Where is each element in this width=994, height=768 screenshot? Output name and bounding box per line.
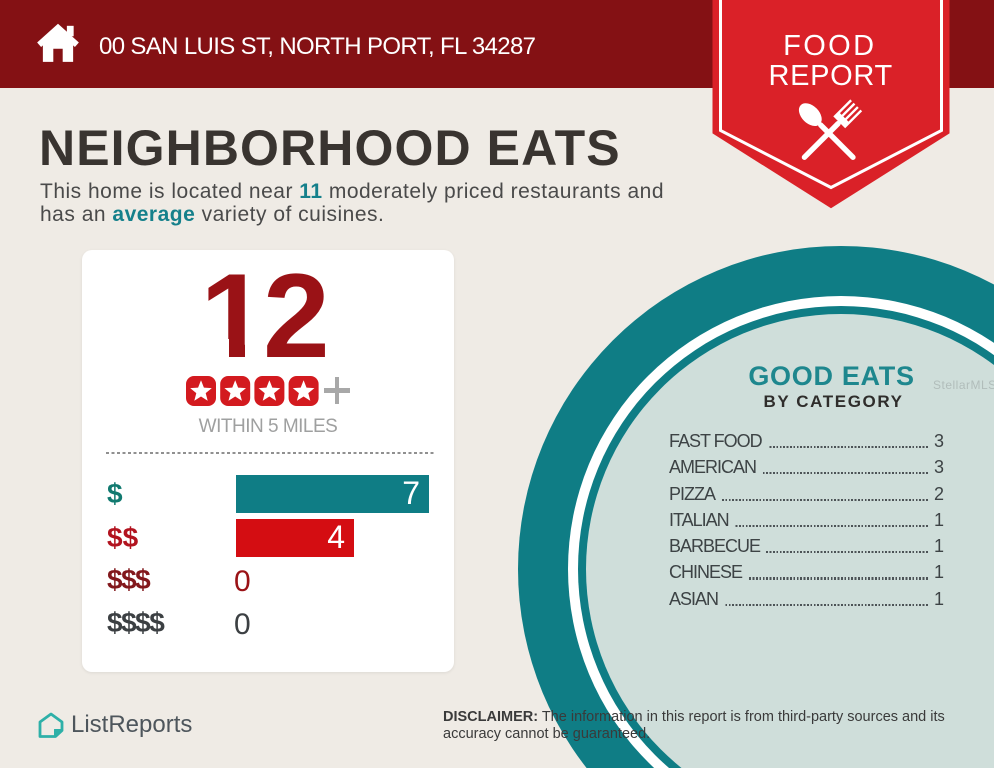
svg-text:REPORT: REPORT bbox=[769, 60, 893, 92]
svg-text:FOOD: FOOD bbox=[783, 30, 876, 62]
